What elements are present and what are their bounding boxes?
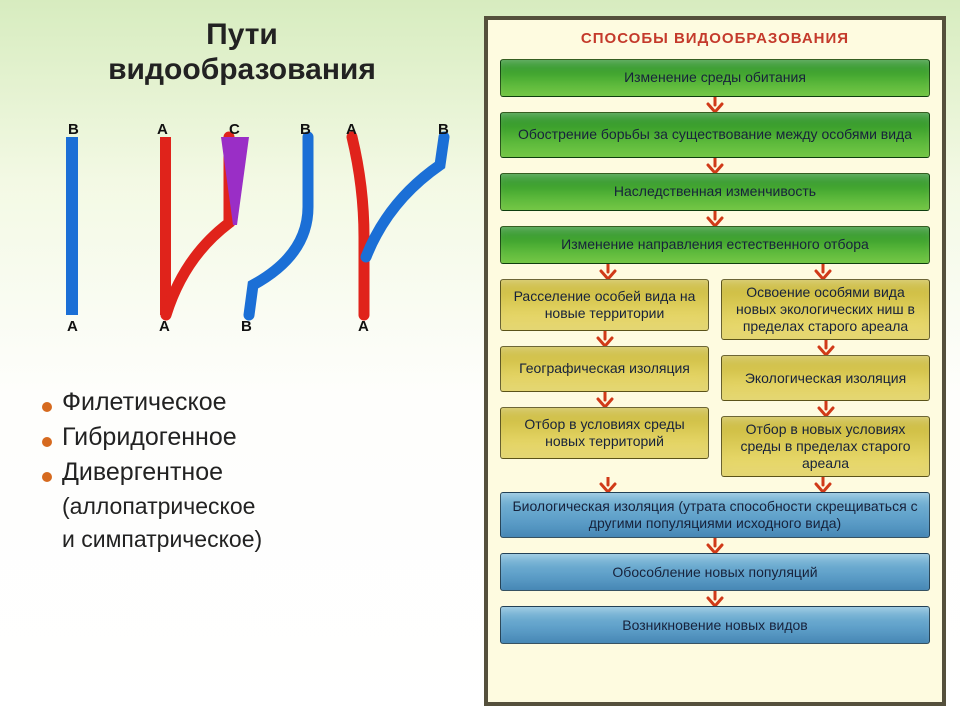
arrow-icon bbox=[706, 211, 724, 226]
new-species: Возникновение новых видов bbox=[500, 606, 930, 644]
arrow-icon bbox=[706, 97, 724, 112]
geo-selection: Отбор в условиях среды новых территорий bbox=[500, 407, 709, 459]
arrow-icon bbox=[814, 477, 832, 492]
list-item: (аллопатрическое bbox=[42, 493, 472, 520]
ecological-branch: Освоение особями вида новых экологически… bbox=[721, 279, 930, 477]
eco-niche: Освоение особями вида новых экологически… bbox=[721, 279, 930, 340]
eco-selection: Отбор в новых условиях среды в пределах … bbox=[721, 416, 930, 477]
diagram-area: В А А С В А В А В А bbox=[12, 119, 472, 344]
arrow-icon bbox=[814, 264, 832, 279]
svg-text:В: В bbox=[300, 121, 311, 138]
arrow-icon bbox=[596, 392, 614, 407]
new-populations: Обособление новых популяций bbox=[500, 553, 930, 591]
arrow-icon bbox=[706, 538, 724, 553]
arrow-icon bbox=[817, 401, 835, 416]
left-panel: Пути видообразования В А А С В А В А В А Филетиче… bbox=[12, 10, 472, 710]
title-line2: видообразования bbox=[12, 53, 472, 88]
svg-text:С: С bbox=[229, 121, 240, 138]
arrow-icon bbox=[599, 477, 617, 492]
split-arrows bbox=[500, 264, 930, 279]
list-item: Дивергентное bbox=[42, 458, 472, 487]
flowchart: Изменение среды обитания Обострение борьб… bbox=[500, 59, 930, 685]
bullet-icon bbox=[42, 437, 52, 447]
arrow-icon bbox=[817, 340, 835, 355]
list-item: Гибридогенное bbox=[42, 423, 472, 452]
svg-text:А: А bbox=[157, 121, 168, 138]
right-panel: СПОСОБЫ ВИДООБРАЗОВАНИЯ Изменение среды … bbox=[484, 16, 946, 706]
geo-dispersal: Расселение особей вида на новые территор… bbox=[500, 279, 709, 331]
geographic-branch: Расселение особей вида на новые территор… bbox=[500, 279, 709, 477]
stage-selection-change: Изменение направления естественного отбо… bbox=[500, 226, 930, 264]
speciation-diagrams-svg: В А А С В А В А В А bbox=[12, 119, 472, 344]
svg-text:А: А bbox=[346, 121, 357, 138]
title-line1: Пути bbox=[12, 18, 472, 53]
svg-text:В: В bbox=[241, 318, 252, 335]
bullet-icon bbox=[42, 402, 52, 412]
svg-text:А: А bbox=[67, 318, 78, 335]
list-item-text: и симпатрическое) bbox=[62, 526, 262, 553]
svg-text:В: В bbox=[438, 121, 449, 138]
svg-text:В: В bbox=[68, 121, 79, 138]
bullet-icon bbox=[42, 472, 52, 482]
list-item-text: Гибридогенное bbox=[62, 423, 237, 452]
list-item-text: Филетическое bbox=[62, 388, 227, 417]
arrow-icon bbox=[706, 591, 724, 606]
list-item: Филетическое bbox=[42, 388, 472, 417]
list-item-text: (аллопатрическое bbox=[62, 493, 255, 520]
right-title: СПОСОБЫ ВИДООБРАЗОВАНИЯ bbox=[500, 30, 930, 47]
merge-arrows bbox=[500, 477, 930, 492]
type-list: Филетическое Гибридогенное Дивергентное (ал… bbox=[42, 388, 472, 553]
geo-isolation: Географическая изоляция bbox=[500, 346, 709, 392]
arrow-icon bbox=[596, 331, 614, 346]
list-item: и симпатрическое) bbox=[42, 526, 472, 553]
svg-text:А: А bbox=[358, 318, 369, 335]
stage-struggle: Обострение борьбы за существование между… bbox=[500, 112, 930, 158]
arrow-icon bbox=[599, 264, 617, 279]
stage-env-change: Изменение среды обитания bbox=[500, 59, 930, 97]
eco-isolation: Экологическая изоляция bbox=[721, 355, 930, 401]
left-title: Пути видообразования bbox=[12, 18, 472, 87]
branch-columns: Расселение особей вида на новые территор… bbox=[500, 279, 930, 477]
svg-text:А: А bbox=[159, 318, 170, 335]
stage-heredity: Наследственная изменчивость bbox=[500, 173, 930, 211]
list-item-text: Дивергентное bbox=[62, 458, 223, 487]
arrow-icon bbox=[706, 158, 724, 173]
bio-isolation: Биологическая изоляция (утрата способнос… bbox=[500, 492, 930, 538]
